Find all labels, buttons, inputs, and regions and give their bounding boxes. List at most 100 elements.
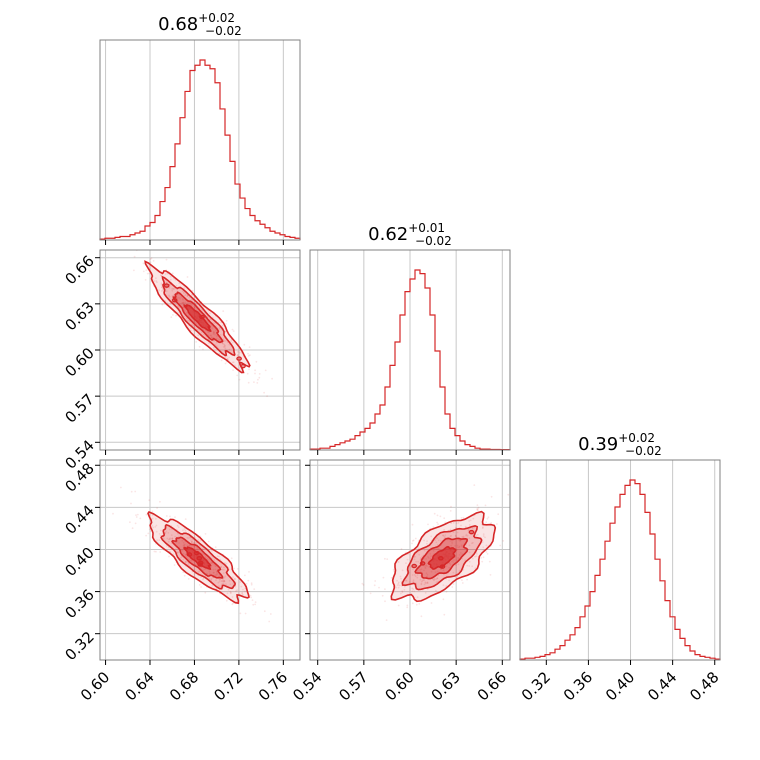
sample-point (249, 594, 252, 597)
sample-point (465, 533, 468, 536)
sample-point (224, 340, 227, 342)
sample-point (165, 281, 168, 284)
sample-point (455, 564, 457, 567)
sample-point (165, 545, 168, 547)
sample-point (449, 562, 451, 565)
sample-point (369, 592, 372, 595)
sample-point (468, 520, 470, 522)
sample-point (397, 561, 400, 563)
sample-point (269, 613, 272, 615)
sample-point (189, 536, 192, 539)
sample-point (183, 574, 186, 577)
sample-point (230, 591, 232, 594)
sample-point (451, 541, 453, 543)
sample-point (471, 565, 474, 568)
sample-point (232, 582, 235, 585)
sample-point (442, 534, 445, 537)
sample-point (412, 579, 415, 581)
sample-point (206, 331, 209, 333)
sample-point (476, 533, 479, 536)
sample-point (459, 552, 462, 554)
hist-panel-1: 0.62+0.01 −0.02 (309, 221, 511, 455)
sample-point (254, 372, 256, 375)
sample-point (170, 534, 173, 536)
sample-point (448, 566, 450, 569)
sample-point (193, 545, 195, 548)
sample-point (212, 330, 215, 333)
sample-point (175, 314, 178, 317)
sample-point (226, 592, 229, 595)
sample-point (433, 578, 436, 580)
sample-point (228, 579, 231, 582)
sample-point (490, 495, 493, 498)
sample-point (145, 269, 148, 271)
sample-point (142, 270, 145, 273)
sample-point (423, 539, 425, 542)
sample-point (185, 560, 187, 563)
sample-point (450, 522, 453, 525)
sample-point (168, 294, 170, 297)
sample-point (477, 506, 480, 509)
sample-point (166, 537, 169, 540)
sample-point (215, 579, 217, 582)
sample-point (251, 599, 254, 601)
sample-point (424, 592, 427, 594)
sample-point (221, 568, 224, 571)
sample-point (169, 283, 171, 286)
sample-point (190, 544, 193, 547)
sample-point (223, 579, 226, 582)
sample-point (210, 577, 213, 580)
sample-point (452, 521, 455, 524)
sample-point (392, 568, 395, 571)
sample-point (455, 522, 458, 525)
sample-point (212, 331, 215, 334)
sample-point (432, 549, 435, 552)
sample-point (214, 565, 217, 567)
sample-point (401, 569, 404, 572)
sample-point (171, 289, 174, 292)
sample-point (263, 610, 266, 613)
sample-point (427, 523, 429, 526)
sample-point (147, 532, 150, 535)
sample-point (425, 572, 428, 575)
sample-point (435, 578, 437, 581)
sample-point (183, 528, 186, 530)
sample-point (232, 330, 235, 332)
sample-point (452, 531, 455, 533)
sample-point (228, 348, 231, 351)
sample-point (471, 527, 474, 530)
sample-point (395, 586, 397, 589)
sample-point (171, 272, 174, 275)
sample-point (130, 502, 132, 505)
x-tick-label: 0.66 (474, 668, 510, 704)
sample-point (161, 303, 164, 306)
sample-point (169, 537, 172, 540)
sample-point (458, 554, 461, 556)
sample-point (390, 577, 393, 579)
sample-point (373, 584, 376, 587)
sample-point (406, 604, 409, 607)
sample-point (439, 515, 442, 518)
sample-point (451, 560, 453, 563)
sample-point (450, 505, 452, 508)
sample-point (263, 391, 265, 394)
sample-point (234, 364, 236, 367)
sample-point (155, 280, 158, 282)
sample-point (202, 578, 204, 581)
sample-point (159, 534, 162, 537)
sample-point (468, 560, 471, 563)
sample-point (181, 290, 184, 293)
sample-point (425, 564, 428, 567)
sample-point (193, 306, 196, 309)
sample-point (224, 330, 227, 333)
sample-point (214, 546, 217, 549)
sample-point (468, 551, 471, 554)
sample-point (488, 560, 491, 563)
sample-point (466, 534, 469, 537)
x-tick-label: 0.36 (560, 668, 596, 704)
sample-point (168, 555, 170, 558)
sample-point (416, 574, 419, 576)
sample-point (160, 529, 162, 532)
sample-point (149, 530, 152, 532)
hist-frame-2 (519, 459, 721, 661)
